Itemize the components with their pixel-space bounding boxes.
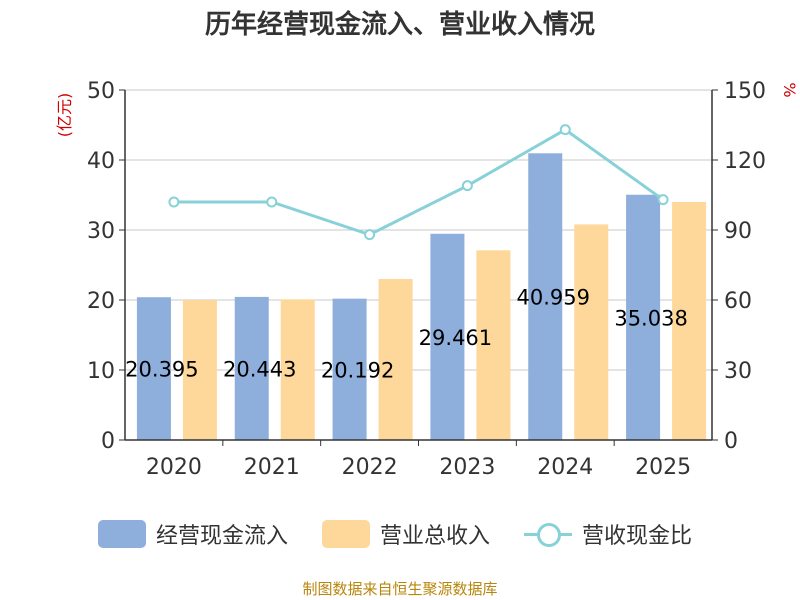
chart-title: 历年经营现金流入、营业收入情况 bbox=[204, 10, 595, 40]
x-tick-label: 2022 bbox=[342, 455, 398, 480]
legend-swatch-cash-inflow bbox=[98, 520, 146, 548]
right-tick-label: 60 bbox=[724, 289, 752, 314]
bar-cash-inflow bbox=[528, 153, 563, 441]
ratio-point bbox=[168, 196, 180, 208]
data-label-cash-inflow: 20.395 bbox=[125, 358, 198, 382]
ratio-point bbox=[364, 229, 376, 241]
legend-label-cash-inflow: 经营现金流入 bbox=[156, 524, 289, 549]
legend-item-cash-inflow[interactable]: 经营现金流入 bbox=[98, 518, 288, 550]
data-label-cash-inflow: 40.959 bbox=[517, 286, 590, 310]
data-labels: 20.395 20.443 20.192 29.461 40.959 35.038 bbox=[125, 286, 688, 383]
data-label-cash-inflow: 35.038 bbox=[614, 306, 687, 330]
x-tick-label: 2020 bbox=[146, 455, 202, 480]
data-label-cash-inflow: 20.192 bbox=[321, 358, 394, 382]
source-footer: 制图数据来自恒生聚源数据库 bbox=[302, 580, 498, 598]
legend-item-revenue[interactable]: 营业总收入 bbox=[322, 518, 490, 550]
right-axis-unit: % bbox=[780, 82, 799, 97]
right-tick-label: 30 bbox=[724, 359, 752, 384]
ratio-point bbox=[266, 196, 278, 208]
x-tick-label: 2025 bbox=[635, 455, 691, 480]
data-label-cash-inflow: 29.461 bbox=[419, 326, 492, 350]
legend-label-revenue: 营业总收入 bbox=[380, 524, 491, 549]
ratio-point bbox=[559, 124, 571, 136]
bar-cash-inflow bbox=[332, 298, 367, 440]
left-axis-unit: (亿元) bbox=[55, 93, 74, 138]
grid-lines bbox=[125, 89, 712, 371]
bar-cash-inflow bbox=[234, 296, 269, 440]
bar-revenue bbox=[280, 299, 315, 440]
bar-revenue bbox=[672, 202, 707, 440]
right-tick-label: 120 bbox=[724, 149, 766, 174]
left-tick-label: 30 bbox=[87, 219, 115, 244]
bars bbox=[136, 153, 707, 441]
right-tick-label: 0 bbox=[724, 429, 738, 454]
ratio-line-path bbox=[173, 127, 664, 237]
data-label-cash-inflow: 20.443 bbox=[223, 357, 296, 381]
x-tick-label: 2023 bbox=[439, 455, 495, 480]
left-tick-label: 20 bbox=[87, 289, 115, 314]
bar-revenue bbox=[182, 300, 217, 440]
bar-cash-inflow bbox=[136, 297, 171, 440]
left-tick-label: 50 bbox=[87, 79, 115, 104]
right-tick-label: 150 bbox=[724, 79, 766, 104]
left-tick-label: 0 bbox=[101, 429, 115, 454]
bar-revenue bbox=[574, 224, 609, 440]
legend-line-ratio bbox=[524, 520, 572, 548]
axes: 0 10 20 30 40 50 0 30 60 90 120 150 (亿元)% 2020 2021 202… bbox=[55, 79, 799, 480]
legend-item-ratio[interactable]: 营收现金比 bbox=[524, 518, 692, 550]
ratio-point bbox=[461, 180, 473, 192]
left-tick-label: 40 bbox=[87, 149, 115, 174]
x-tick-label: 2021 bbox=[244, 455, 300, 480]
bar-revenue bbox=[378, 279, 413, 440]
bar-cash-inflow bbox=[626, 194, 661, 440]
ratio-line bbox=[168, 124, 669, 241]
legend-swatch-revenue bbox=[322, 520, 370, 548]
legend-label-ratio: 营收现金比 bbox=[582, 524, 693, 549]
ratio-point bbox=[657, 194, 669, 206]
right-tick-label: 90 bbox=[724, 219, 752, 244]
x-tick-label: 2024 bbox=[537, 455, 593, 480]
bar-revenue bbox=[476, 250, 511, 440]
left-tick-label: 10 bbox=[87, 359, 115, 384]
bar-cash-inflow bbox=[430, 233, 465, 440]
